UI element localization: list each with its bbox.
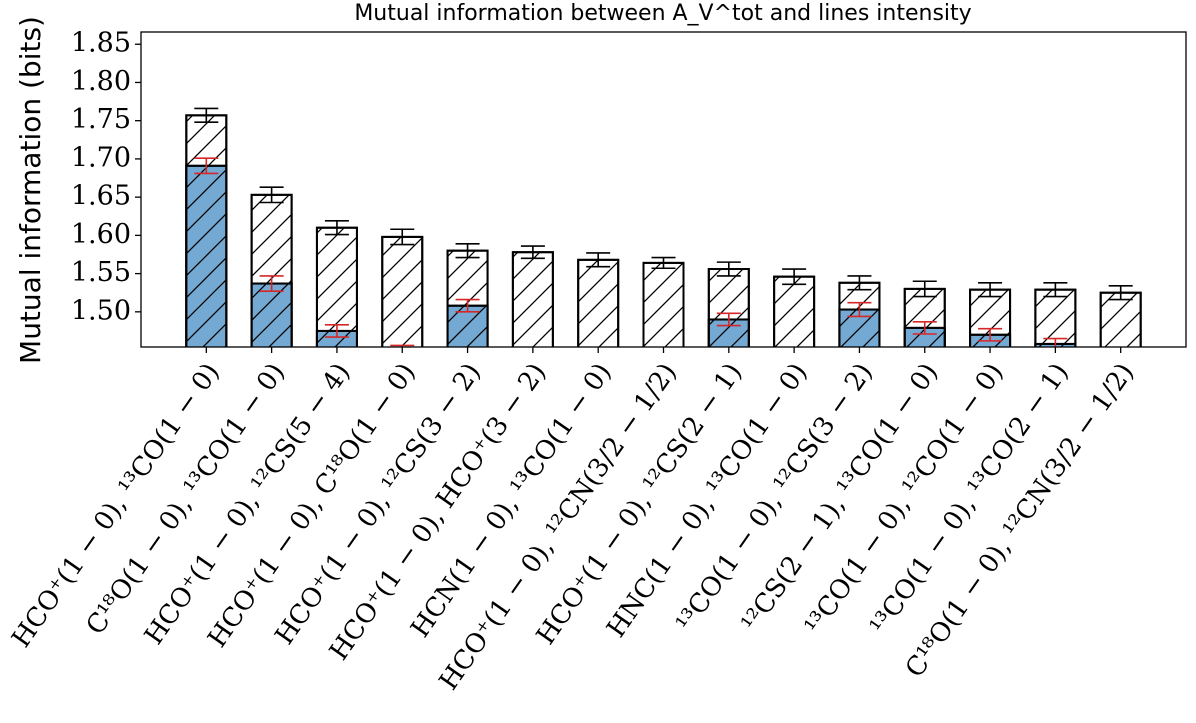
error-bar (455, 298, 480, 313)
error-bar (1108, 285, 1133, 301)
bar-hatch (250, 282, 293, 347)
bar-hatch (381, 235, 424, 347)
y-tick-label: 1.85 (71, 28, 131, 59)
error-bar (194, 107, 219, 124)
bar-hatch (511, 251, 554, 347)
y-tick-label: 1.75 (71, 104, 131, 135)
error-bar (1043, 281, 1068, 298)
error-bar (978, 281, 1003, 298)
bar-hatch (446, 304, 489, 347)
error-bar (651, 256, 676, 270)
chart-title: Mutual information between A_V^tot and l… (354, 1, 971, 26)
y-axis-label: Mutual information (bits) (14, 16, 47, 364)
y-tick-label: 1.80 (71, 66, 131, 97)
bar-hatch (185, 164, 228, 347)
y-tick-label: 1.65 (71, 181, 131, 212)
y-tick-label: 1.70 (71, 142, 131, 173)
error-bar (390, 344, 415, 347)
error-bar (520, 245, 545, 260)
error-bar (847, 275, 872, 291)
error-bar (716, 312, 741, 327)
error-bar (1043, 337, 1068, 347)
error-bar (390, 228, 415, 246)
error-bar (978, 327, 1003, 342)
error-bar (586, 252, 611, 268)
error-bar (324, 324, 349, 338)
bar-hatch (1099, 291, 1142, 347)
bar-hatch (773, 275, 816, 347)
plot-area (185, 107, 1142, 347)
bar-hatch (577, 258, 620, 347)
y-tick-label: 1.50 (71, 295, 131, 326)
y-tick-label: 1.60 (71, 219, 131, 250)
error-bar (194, 157, 219, 175)
bar-hatch (642, 261, 685, 347)
error-bar (324, 220, 349, 236)
error-bar (782, 268, 807, 286)
error-bar (716, 261, 741, 277)
y-tick-label: 1.55 (71, 257, 131, 288)
error-bar (912, 280, 937, 298)
error-bar (847, 301, 872, 318)
error-bar (455, 242, 480, 259)
error-bar (259, 275, 284, 292)
error-bar (912, 320, 937, 335)
error-bar (259, 186, 284, 204)
